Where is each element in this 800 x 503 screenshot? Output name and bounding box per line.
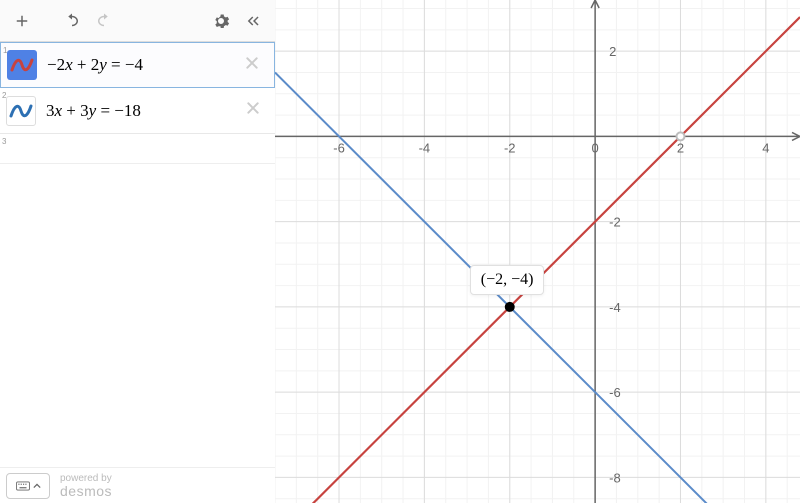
graph-panel[interactable]: -6 -4 -2 0 2 4 2 -2 -4 -6 -8 (−2, −4) [275, 0, 800, 503]
keyboard-icon [16, 479, 30, 493]
intersection-label: (−2, −4) [470, 265, 545, 295]
delete-expression-button[interactable] [244, 55, 268, 76]
toolbar [0, 0, 275, 42]
open-marker [676, 132, 684, 140]
expression-color-toggle[interactable] [7, 50, 37, 80]
expression-panel: 1 −2x + 2y = −4 2 3x + 3y = −18 [0, 0, 275, 503]
gear-icon [212, 12, 230, 30]
powered-by: powered by desmos [60, 474, 112, 498]
line-red [275, 17, 800, 503]
graph-canvas[interactable]: -6 -4 -2 0 2 4 2 -2 -4 -6 -8 [275, 0, 800, 503]
redo-icon [95, 12, 113, 30]
plus-icon [13, 12, 31, 30]
powered-by-label: powered by [60, 474, 112, 484]
expression-list: 1 −2x + 2y = −4 2 3x + 3y = −18 [0, 42, 275, 467]
wave-icon [8, 98, 34, 124]
expression-index: 1 [2, 44, 10, 57]
svg-text:2: 2 [609, 44, 616, 59]
svg-text:-6: -6 [333, 140, 345, 155]
redo-button[interactable] [90, 7, 118, 35]
svg-text:-8: -8 [609, 470, 621, 485]
expression-index: 3 [1, 135, 9, 148]
footer: powered by desmos [0, 467, 275, 503]
svg-text:0: 0 [592, 140, 599, 155]
brand-label: desmos [60, 484, 112, 498]
expression-row[interactable]: 2 3x + 3y = −18 [0, 88, 275, 134]
svg-text:-6: -6 [609, 385, 621, 400]
svg-text:-2: -2 [504, 140, 516, 155]
add-button[interactable] [8, 7, 36, 35]
svg-text:-2: -2 [609, 215, 621, 230]
undo-icon [63, 12, 81, 30]
expression-text[interactable]: −2x + 2y = −4 [37, 55, 244, 75]
chevron-up-icon [33, 482, 41, 490]
close-icon [245, 100, 261, 116]
delete-expression-button[interactable] [245, 100, 269, 121]
svg-text:4: 4 [762, 140, 769, 155]
expression-row[interactable]: 1 −2x + 2y = −4 [0, 42, 275, 88]
wave-icon [9, 52, 35, 78]
undo-button[interactable] [58, 7, 86, 35]
keyboard-button[interactable] [6, 473, 50, 499]
close-icon [244, 55, 260, 71]
collapse-button[interactable] [239, 7, 267, 35]
expression-text[interactable]: 3x + 3y = −18 [36, 101, 245, 121]
settings-button[interactable] [207, 7, 235, 35]
svg-text:2: 2 [677, 140, 684, 155]
chevrons-left-icon [244, 12, 262, 30]
expression-index: 2 [1, 89, 9, 102]
svg-text:-4: -4 [419, 140, 431, 155]
intersection-point [505, 302, 515, 312]
expression-color-toggle[interactable] [6, 96, 36, 126]
expression-row-empty[interactable]: 3 [0, 134, 275, 164]
svg-text:-4: -4 [609, 300, 621, 315]
